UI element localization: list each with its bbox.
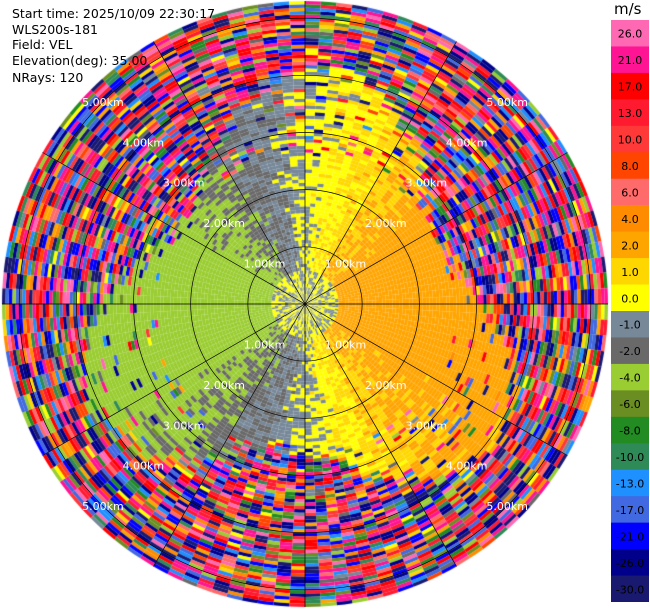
colorbar-tick-label: -2.0 <box>619 345 640 358</box>
range-ring-label: 3.00km <box>405 177 447 190</box>
colorbar-tick-label: -8.0 <box>619 425 640 438</box>
colorbar-tick-label: 8.0 <box>621 160 639 173</box>
colorbar-swatch <box>611 20 649 47</box>
instrument-name-text: WLS200s-181 <box>12 22 98 37</box>
colorbar-tick-label: -17.0 <box>616 504 644 517</box>
colorbar-tick-label: -10.0 <box>616 451 644 464</box>
colorbar-swatch <box>611 284 649 312</box>
colorbar-tick-label: -4.0 <box>619 372 640 385</box>
colorbar-tick-label: 0.0 <box>621 292 639 305</box>
colorbar-swatch <box>611 575 649 602</box>
range-ring-label: 4.00km <box>446 136 488 149</box>
range-ring-label: 1.00km <box>325 258 367 271</box>
range-ring-label: 2.00km <box>203 379 245 392</box>
range-ring-label: 2.00km <box>203 217 245 230</box>
colorbar-tick-label: 1.0 <box>621 266 639 279</box>
range-ring-label: 3.00km <box>405 419 447 432</box>
nrays-text: NRays: 120 <box>12 70 84 85</box>
colorbar-swatch <box>611 99 649 127</box>
range-ring-label: 2.00km <box>365 379 407 392</box>
azimuth-spoke <box>153 41 306 305</box>
azimuth-spoke <box>304 303 568 456</box>
colorbar-tick-label: -21.0 <box>616 530 644 543</box>
colorbar-swatch <box>611 549 649 577</box>
range-ring-label: 3.00km <box>163 177 205 190</box>
colorbar-tick-label: -13.0 <box>616 477 644 490</box>
range-ring-label: 4.00km <box>123 460 165 473</box>
colorbar-swatch <box>611 258 649 286</box>
colorbar-tick-label: 4.0 <box>621 213 639 226</box>
colorbar-tick-label: -6.0 <box>619 398 640 411</box>
azimuth-spoke <box>304 303 457 567</box>
colorbar-swatch <box>611 469 649 497</box>
range-ring-label: 5.00km <box>82 500 124 513</box>
range-ring-label: 5.00km <box>486 96 528 109</box>
range-ring-label: 1.00km <box>325 338 367 351</box>
colorbar-swatch <box>611 337 649 365</box>
colorbar-tick-label: 6.0 <box>621 186 639 199</box>
range-ring-label: 1.00km <box>244 258 286 271</box>
start-time-text: Start time: 2025/10/09 22:30:17 <box>12 6 216 21</box>
colorbar-tick-label: 10.0 <box>618 134 643 147</box>
colorbar-swatch <box>611 46 649 74</box>
field-text: Field: VEL <box>12 37 73 52</box>
colorbar-swatch <box>611 311 649 338</box>
colorbar-swatch <box>611 496 649 524</box>
colorbar-swatch <box>611 205 649 233</box>
range-ring-label: 5.00km <box>82 96 124 109</box>
colorbar-swatch <box>611 178 649 206</box>
azimuth-spoke <box>304 152 568 305</box>
colorbar-swatch <box>611 72 649 100</box>
range-ring-label: 3.00km <box>163 419 205 432</box>
colorbar-tick-label: -1.0 <box>619 319 640 332</box>
colorbar-swatch <box>611 390 649 418</box>
colorbar-tick-label: -30.0 <box>616 583 644 596</box>
colorbar-swatch <box>611 443 649 471</box>
azimuth-spoke <box>153 303 306 567</box>
azimuth-spoke <box>42 303 306 456</box>
range-ring-label: 1.00km <box>244 338 286 351</box>
range-ring-label: 4.00km <box>446 460 488 473</box>
azimuth-spoke <box>304 41 457 305</box>
range-ring-label: 4.00km <box>123 136 165 149</box>
range-ring-label: 5.00km <box>486 500 528 513</box>
colorbar-unit-label: m/s <box>614 0 642 18</box>
colorbar-swatch <box>611 363 649 391</box>
colorbar-swatch <box>611 522 649 550</box>
elevation-text: Elevation(deg): 35.00 <box>12 53 148 68</box>
colorbar-swatch <box>611 416 649 444</box>
colorbar-tick-label: 2.0 <box>621 239 639 252</box>
range-ring-label: 2.00km <box>365 217 407 230</box>
colorbar-tick-label: -26.0 <box>616 557 644 570</box>
colorbar-tick-label: 17.0 <box>618 81 643 94</box>
colorbar-swatch <box>611 125 649 153</box>
colorbar-tick-label: 21.0 <box>618 54 643 67</box>
colorbar-tick-label: 13.0 <box>618 107 643 120</box>
colorbar-tick-label: 26.0 <box>618 28 643 41</box>
azimuth-spoke <box>42 152 306 305</box>
colorbar-swatch <box>611 152 649 180</box>
colorbar-swatch <box>611 231 649 259</box>
colorbar: 26.0 21.0 17.0 13.0 10.0 8.0 6.0 4.0 2.0 1.0 0.0 -1… <box>611 20 649 602</box>
